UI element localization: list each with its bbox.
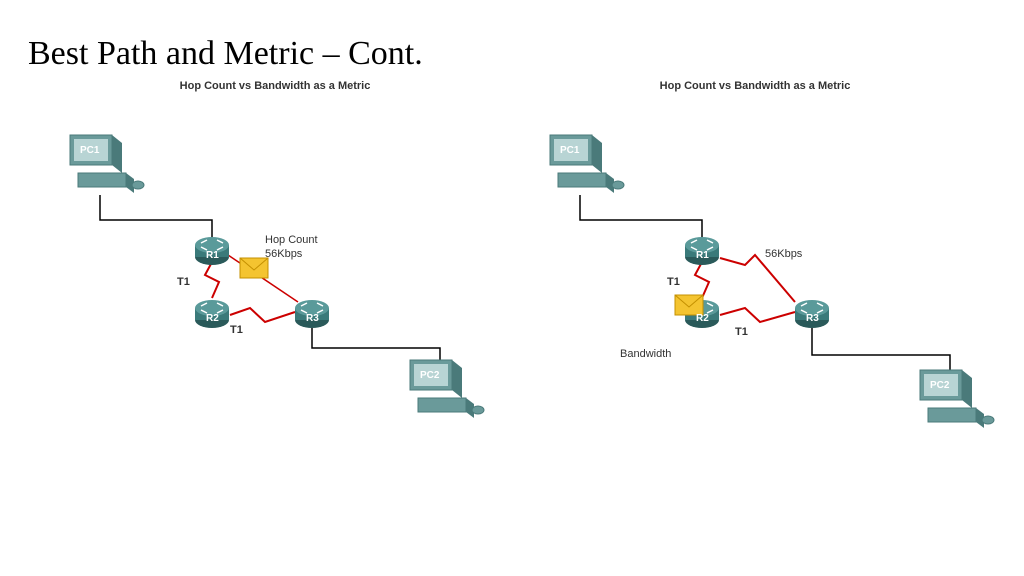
r1-label-left: R1: [206, 250, 219, 261]
t1b-label-right: T1: [735, 326, 748, 338]
speed-label-right: 56Kbps: [765, 248, 802, 260]
r3-label-left: R3: [306, 313, 319, 324]
pc2-label-left: PC2: [420, 370, 439, 381]
diagram-left: Hop Count vs Bandwidth as a Metric: [40, 80, 510, 500]
slide-title: Best Path and Metric – Cont.: [28, 35, 423, 73]
hop-count-label-left: Hop Count: [265, 234, 318, 246]
bandwidth-label-right: Bandwidth: [620, 348, 671, 360]
diagram-left-svg: [40, 80, 510, 500]
diagram-right-svg: [520, 80, 1020, 500]
t1a-label-right: T1: [667, 276, 680, 288]
r3-label-right: R3: [806, 313, 819, 324]
diagram-right: Hop Count vs Bandwidth as a Metric: [520, 80, 990, 500]
r1-label-right: R1: [696, 250, 709, 261]
pc2-label-right: PC2: [930, 380, 949, 391]
pc1-label-right: PC1: [560, 145, 579, 156]
t1a-label-left: T1: [177, 276, 190, 288]
pc1-label-left: PC1: [80, 145, 99, 156]
r2-label-right: R2: [696, 313, 709, 324]
speed-label-left: 56Kbps: [265, 248, 302, 260]
r2-label-left: R2: [206, 313, 219, 324]
t1b-label-left: T1: [230, 324, 243, 336]
